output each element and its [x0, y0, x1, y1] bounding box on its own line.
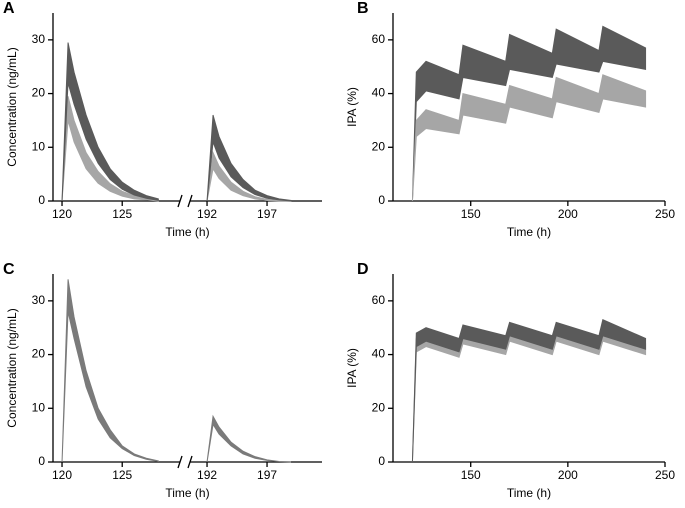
x-axis-label: Time (h) — [165, 225, 209, 239]
y-tick-label: 30 — [32, 293, 46, 307]
x-axis-label: Time (h) — [507, 225, 551, 239]
y-tick-label: 60 — [372, 32, 386, 46]
x-tick-label: 200 — [558, 207, 578, 221]
y-tick-label: 20 — [372, 400, 386, 414]
y-tick-label: 20 — [32, 347, 46, 361]
x-tick-label: 250 — [655, 468, 675, 482]
y-tick-label: 10 — [32, 139, 46, 153]
axis-break — [177, 455, 183, 469]
band — [411, 25, 647, 202]
y-tick-label: 60 — [372, 293, 386, 307]
band — [206, 150, 292, 202]
axis-break — [187, 455, 193, 469]
y-axis-label: Concentration (ng/mL) — [5, 47, 19, 166]
y-tick-label: 10 — [32, 400, 46, 414]
y-tick-label: 0 — [378, 454, 385, 468]
axis-break — [187, 194, 193, 208]
band — [61, 279, 159, 463]
y-tick-label: 20 — [32, 86, 46, 100]
y-tick-label: 30 — [32, 32, 46, 46]
panel-label: C — [3, 261, 15, 278]
y-axis-label: IPA (%) — [345, 348, 359, 388]
x-tick-label: 197 — [257, 468, 277, 482]
panel-label: B — [357, 0, 369, 17]
band — [411, 318, 647, 463]
band — [206, 114, 292, 202]
axis-break — [177, 194, 183, 208]
band — [206, 414, 292, 463]
x-tick-label: 125 — [112, 207, 132, 221]
x-tick-label: 125 — [112, 468, 132, 482]
band — [411, 74, 647, 202]
x-tick-label: 192 — [197, 468, 217, 482]
panel-label: D — [357, 261, 369, 278]
y-tick-label: 20 — [372, 139, 386, 153]
x-tick-label: 192 — [197, 207, 217, 221]
y-tick-label: 0 — [38, 454, 45, 468]
x-tick-label: 150 — [461, 468, 481, 482]
x-tick-label: 250 — [655, 207, 675, 221]
y-axis-label: IPA (%) — [345, 87, 359, 127]
x-tick-label: 150 — [461, 207, 481, 221]
band — [61, 42, 159, 202]
y-tick-label: 40 — [372, 347, 386, 361]
panel-label: A — [3, 0, 15, 17]
x-axis-label: Time (h) — [507, 486, 551, 500]
y-axis-label: Concentration (ng/mL) — [5, 308, 19, 427]
x-tick-label: 120 — [52, 207, 72, 221]
x-axis-label: Time (h) — [165, 486, 209, 500]
y-tick-label: 0 — [378, 193, 385, 207]
x-tick-label: 197 — [257, 207, 277, 221]
x-tick-label: 200 — [558, 468, 578, 482]
y-tick-label: 40 — [372, 86, 386, 100]
x-tick-label: 120 — [52, 468, 72, 482]
y-tick-label: 0 — [38, 193, 45, 207]
